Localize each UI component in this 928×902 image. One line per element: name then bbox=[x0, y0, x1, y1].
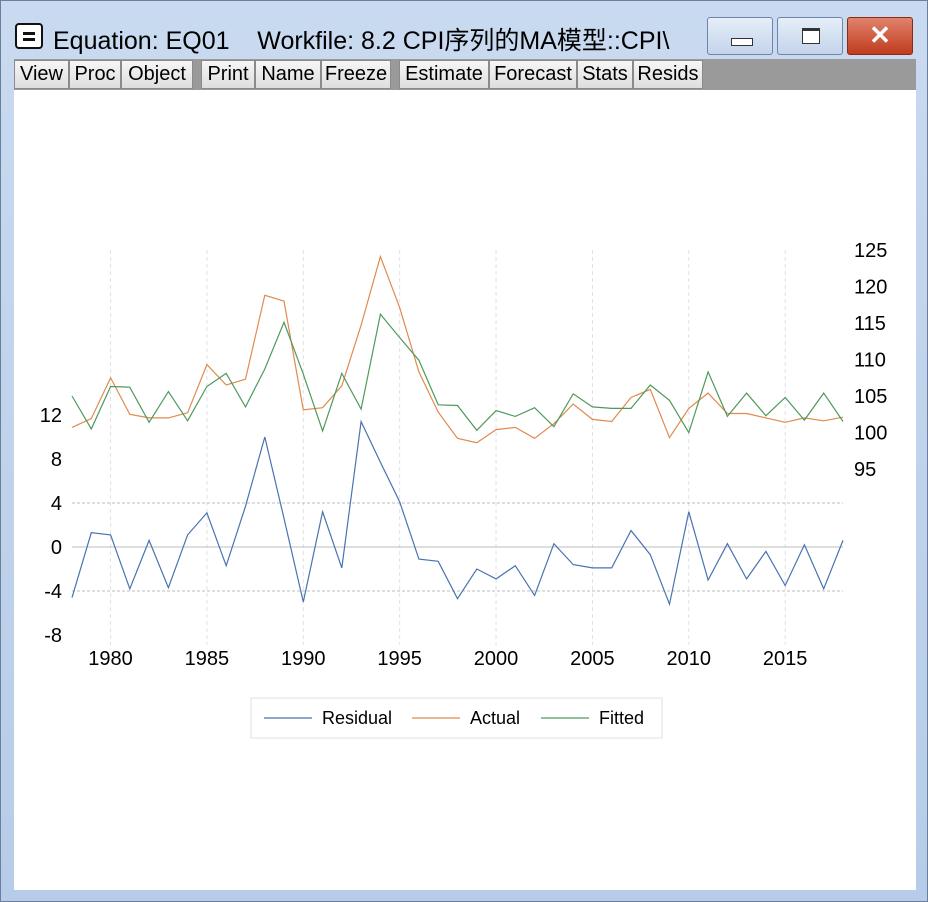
actual-legend-label: Actual bbox=[470, 708, 520, 728]
title-bar[interactable]: Equation: EQ01 Workfile: 8.2 CPI序列的MA模型:… bbox=[1, 1, 927, 59]
object-button[interactable]: Object bbox=[121, 60, 193, 89]
fitted-legend-label: Fitted bbox=[599, 708, 644, 728]
right-tick-label: 125 bbox=[854, 240, 887, 262]
x-tick-label: 1980 bbox=[88, 648, 133, 670]
maximize-button[interactable] bbox=[777, 17, 843, 55]
graph-area: 12 8 4 0 -4 -8 125 120 115 110 105 100 95 1980 1985 199… bbox=[14, 90, 916, 890]
system-menu-icon[interactable] bbox=[15, 23, 43, 49]
left-tick-label: -8 bbox=[44, 625, 62, 647]
right-tick-label: 115 bbox=[854, 313, 886, 335]
x-tick-label: 2015 bbox=[763, 648, 808, 670]
right-tick-label: 120 bbox=[854, 277, 887, 299]
view-button[interactable]: View bbox=[14, 60, 69, 89]
right-tick-label: 105 bbox=[854, 386, 887, 408]
x-tick-label: 1985 bbox=[185, 648, 230, 670]
left-tick-label: 8 bbox=[51, 449, 62, 471]
close-icon: ✕ bbox=[869, 20, 891, 50]
left-tick-label: 0 bbox=[51, 537, 62, 559]
left-tick-label: 4 bbox=[51, 493, 62, 515]
freeze-button[interactable]: Freeze bbox=[321, 60, 391, 89]
stats-button[interactable]: Stats bbox=[577, 60, 633, 89]
x-tick-label: 2005 bbox=[570, 648, 615, 670]
right-tick-label: 110 bbox=[854, 350, 886, 372]
resids-button[interactable]: Resids bbox=[633, 60, 703, 89]
right-tick-label: 100 bbox=[854, 423, 887, 445]
x-tick-label: 1995 bbox=[377, 648, 422, 670]
x-tick-label: 1990 bbox=[281, 648, 326, 670]
close-button[interactable]: ✕ bbox=[847, 17, 913, 55]
proc-button[interactable]: Proc bbox=[69, 60, 121, 89]
residual-legend-label: Residual bbox=[322, 708, 392, 728]
fitted-series-line bbox=[71, 312, 844, 434]
actual-series-line bbox=[71, 254, 844, 444]
left-tick-label: 12 bbox=[40, 405, 62, 427]
minimize-button[interactable] bbox=[707, 17, 773, 55]
window-title: Equation: EQ01 Workfile: 8.2 CPI序列的MA模型:… bbox=[53, 27, 670, 55]
forecast-button[interactable]: Forecast bbox=[489, 60, 577, 89]
x-tick-label: 2000 bbox=[474, 648, 519, 670]
maximize-icon bbox=[802, 28, 820, 44]
residual-series-line bbox=[71, 419, 844, 607]
toolbar: View Proc Object Print Name Freeze Estim… bbox=[14, 59, 916, 90]
left-tick-label: -4 bbox=[44, 581, 62, 603]
estimate-button[interactable]: Estimate bbox=[399, 60, 489, 89]
print-button[interactable]: Print bbox=[201, 60, 255, 89]
residual-actual-fitted-chart: 12 8 4 0 -4 -8 125 120 115 110 105 100 95 1980 1985 199… bbox=[40, 240, 887, 739]
right-tick-label: 95 bbox=[854, 459, 876, 481]
name-button[interactable]: Name bbox=[255, 60, 321, 89]
minimize-icon bbox=[731, 38, 753, 46]
x-tick-label: 2010 bbox=[667, 648, 712, 670]
